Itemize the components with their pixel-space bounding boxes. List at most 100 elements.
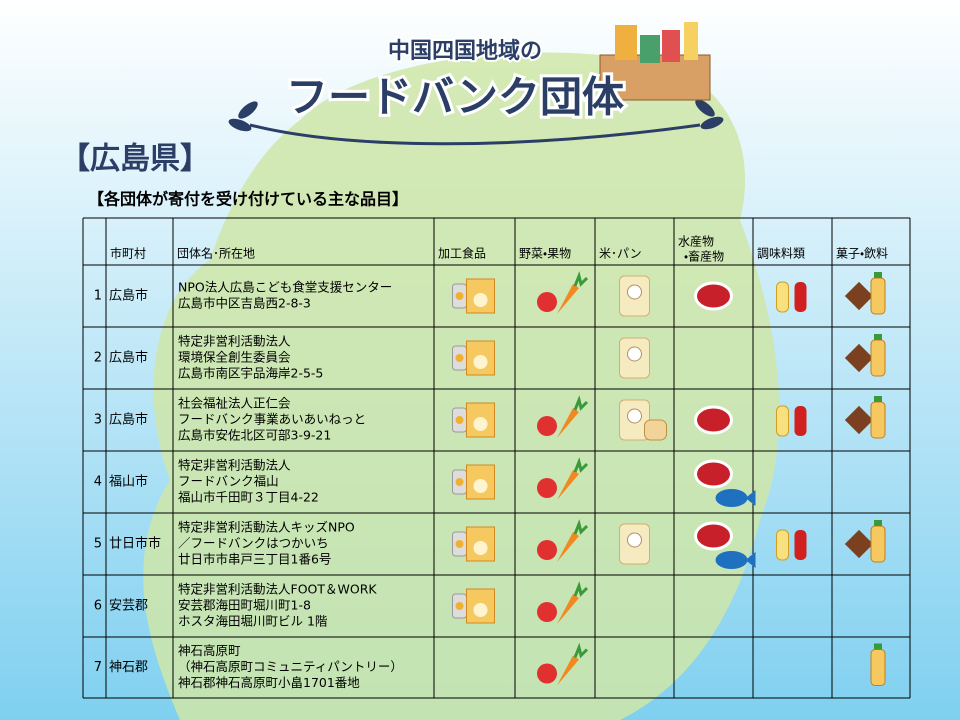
icon [715, 551, 756, 569]
organization-line: 安芸郡海田町堀川町1-8 [178, 598, 311, 613]
drink [870, 649, 886, 686]
drink-cap [874, 272, 882, 278]
caption: 【各団体が寄付を受け付けている主な品目】 [88, 190, 408, 209]
organization-line: 広島市安佐北区可部3-9-21 [178, 428, 331, 443]
meat [694, 405, 733, 435]
chocolate [844, 343, 874, 373]
icon [466, 588, 495, 624]
header-cell: ・畜産物 [684, 250, 724, 264]
organization-line: 特定非営利活動法人FOOT＆WORK [178, 582, 377, 597]
fish-tail [745, 552, 756, 568]
chocolate [844, 405, 874, 435]
icon [466, 278, 495, 314]
subtitle: 中国四国地域の [388, 38, 542, 64]
leaves [228, 99, 724, 132]
header-cell: 団体名･所在地 [177, 246, 255, 261]
city: 広島市 [109, 413, 148, 428]
drink-cap [874, 643, 882, 650]
icon [844, 529, 874, 559]
icon [452, 469, 467, 495]
carrot-leaf [573, 642, 589, 659]
icon [537, 519, 589, 562]
noodle-bowl [473, 541, 488, 555]
icon [776, 529, 807, 561]
icon [466, 464, 495, 500]
icon [452, 345, 467, 371]
noodle-bowl [473, 293, 488, 307]
carrot-leaf [573, 457, 589, 473]
noodle-bowl [473, 479, 488, 493]
icon [870, 643, 886, 686]
meat [694, 459, 733, 489]
organization-line: フードバンク福山 [178, 474, 279, 489]
carrot-leaf [573, 395, 589, 411]
header-cell: 水産物 [678, 235, 714, 249]
apple [537, 540, 557, 560]
icon [776, 281, 807, 313]
table: 市町村 団体名･所在地 加工食品 野菜・果物 米･パン 水産物・畜産物 調味料類 菓子・飲料 1… [82, 217, 911, 699]
icon [452, 283, 467, 309]
icon [870, 520, 886, 563]
meat [694, 521, 733, 551]
organization-line: ホスタ海田堀川町ビル 1階 [178, 614, 328, 629]
title: フードバンク団体 [286, 73, 624, 122]
icon [537, 581, 589, 624]
mayo [776, 529, 789, 561]
carrot-leaf [573, 581, 589, 597]
organization-line: フードバンク事業あいあいねっと [178, 412, 366, 427]
organization-line: 廿日市市串戸三丁目1番6号 [178, 552, 331, 567]
rice-mark [627, 408, 642, 424]
city: 広島市 [109, 289, 148, 304]
title-swoosh [249, 123, 701, 146]
icon [776, 405, 807, 437]
rice-mark [627, 532, 642, 548]
icon [844, 405, 874, 435]
city: 福山市 [109, 475, 148, 490]
row-number: 3 [94, 413, 102, 428]
bread [644, 419, 667, 441]
food-box [599, 22, 711, 101]
icon [870, 334, 886, 377]
icon [844, 343, 874, 373]
ketchup [794, 282, 807, 312]
carrot-leaf [573, 519, 589, 535]
header-cell: 加工食品 [438, 247, 486, 261]
row-number: 4 [94, 475, 102, 490]
fish-tail [745, 490, 756, 506]
organization-line: 特定非営利活動法人キッズNPO [178, 520, 355, 535]
header-cell: 菓子・飲料 [836, 246, 888, 261]
row-number: 2 [94, 351, 102, 366]
icon [537, 642, 589, 686]
icon [452, 593, 467, 619]
row-number: 7 [94, 660, 102, 675]
carrot [557, 532, 579, 562]
organization-line: 広島市中区吉島西2-8-3 [178, 296, 311, 311]
icon [619, 399, 650, 441]
fish [715, 489, 748, 507]
apple [537, 292, 557, 312]
organization-line: 特定非営利活動法人 [178, 458, 291, 473]
icon [619, 275, 650, 317]
carrot [557, 594, 579, 624]
row-number: 5 [94, 537, 102, 552]
can-label [455, 540, 464, 548]
row-number: 1 [94, 289, 102, 304]
can-label [455, 292, 464, 300]
header-cell: 米･パン [599, 247, 642, 261]
prefecture: 【広島県】 [60, 142, 210, 177]
apple [537, 416, 557, 436]
icon [644, 419, 667, 441]
apple [537, 602, 557, 622]
drink-cap [874, 520, 882, 526]
carrot [557, 655, 579, 686]
header-cell: 調味料類 [757, 247, 805, 261]
drink [870, 339, 886, 377]
organization-line: 神石高原町 [178, 643, 241, 658]
ketchup [794, 406, 807, 436]
header-cell: 市町村 [110, 247, 146, 261]
icon [870, 272, 886, 315]
icon [466, 526, 495, 562]
drink [870, 525, 886, 563]
